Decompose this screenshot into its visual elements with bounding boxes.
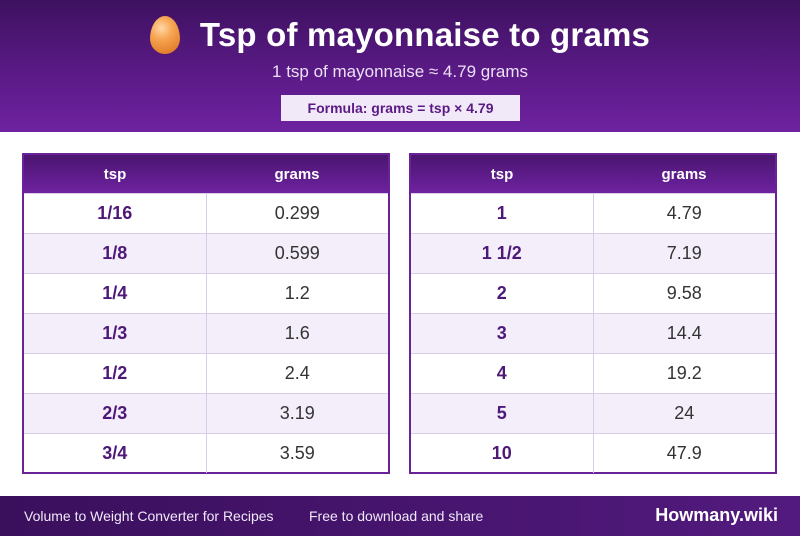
column-header-tsp: tsp bbox=[490, 165, 514, 183]
tsp-cell: 1/8 bbox=[24, 234, 207, 273]
tsp-cell: 2 bbox=[411, 274, 594, 313]
formula-badge: Formula: grams = tsp × 4.79 bbox=[281, 95, 520, 121]
grams-cell: 24 bbox=[674, 403, 695, 423]
table-row: 1 4.79 bbox=[411, 193, 775, 233]
footer-tagline: Volume to Weight Converter for Recipes bbox=[24, 508, 274, 524]
table-row: 4 19.2 bbox=[411, 353, 775, 393]
tsp-cell: 2/3 bbox=[24, 394, 207, 433]
column-header-grams: grams bbox=[661, 165, 707, 183]
grams-cell: 7.19 bbox=[666, 243, 702, 263]
table-row: 10 47.9 bbox=[411, 433, 775, 473]
footer-bar: Volume to Weight Converter for Recipes F… bbox=[0, 496, 800, 536]
title-row: Tsp of mayonnaise to grams bbox=[0, 14, 800, 56]
grams-cell: 47.9 bbox=[666, 443, 702, 463]
grams-cell: 3.19 bbox=[279, 403, 315, 423]
grams-cell: 2.4 bbox=[284, 363, 310, 383]
grams-cell: 14.4 bbox=[666, 323, 702, 343]
table-row: 1/4 1.2 bbox=[24, 273, 388, 313]
tsp-cell: 1/16 bbox=[24, 194, 207, 233]
tsp-cell: 5 bbox=[411, 394, 594, 433]
egg-icon bbox=[149, 16, 180, 54]
column-header-tsp: tsp bbox=[103, 165, 127, 183]
table-row: 3 14.4 bbox=[411, 313, 775, 353]
table-header: tsp grams bbox=[411, 155, 775, 193]
tsp-cell: 1/4 bbox=[24, 274, 207, 313]
tsp-cell: 3/4 bbox=[24, 434, 207, 473]
page-title: Tsp of mayonnaise to grams bbox=[199, 16, 651, 53]
table-header: tsp grams bbox=[24, 155, 388, 193]
header-banner: Tsp of mayonnaise to grams 1 tsp of mayo… bbox=[0, 0, 800, 132]
grams-cell: 0.299 bbox=[274, 203, 320, 223]
conversion-table-left: tsp grams 1/16 0.299 1/8 0.599 1/4 1.2 1… bbox=[22, 153, 390, 474]
conversion-table-right: tsp grams 1 4.79 1 1/2 7.19 2 9.58 3 14.… bbox=[409, 153, 777, 474]
table-row: 1/8 0.599 bbox=[24, 233, 388, 273]
brand-logo-text[interactable]: Howmany.wiki bbox=[655, 505, 778, 525]
grams-cell: 9.58 bbox=[666, 283, 702, 303]
tsp-cell: 4 bbox=[411, 354, 594, 393]
tsp-cell: 1/3 bbox=[24, 314, 207, 353]
column-header-grams: grams bbox=[274, 165, 320, 183]
grams-cell: 1.2 bbox=[284, 283, 310, 303]
table-row: 1 1/2 7.19 bbox=[411, 233, 775, 273]
grams-cell: 4.79 bbox=[666, 203, 702, 223]
tsp-cell: 1 bbox=[411, 194, 594, 233]
tsp-cell: 1 1/2 bbox=[411, 234, 594, 273]
tsp-cell: 1/2 bbox=[24, 354, 207, 393]
tsp-cell: 3 bbox=[411, 314, 594, 353]
table-row: 1/3 1.6 bbox=[24, 313, 388, 353]
table-row: 1/16 0.299 bbox=[24, 193, 388, 233]
grams-cell: 1.6 bbox=[284, 323, 310, 343]
table-row: 2 9.58 bbox=[411, 273, 775, 313]
table-row: 5 24 bbox=[411, 393, 775, 433]
table-row: 3/4 3.59 bbox=[24, 433, 388, 473]
footer-share-note: Free to download and share bbox=[309, 508, 484, 524]
page-subtitle: 1 tsp of mayonnaise ≈ 4.79 grams bbox=[272, 62, 528, 81]
grams-cell: 0.599 bbox=[274, 243, 320, 263]
table-row: 2/3 3.19 bbox=[24, 393, 388, 433]
grams-cell: 3.59 bbox=[279, 443, 315, 463]
tsp-cell: 10 bbox=[411, 434, 594, 473]
table-row: 1/2 2.4 bbox=[24, 353, 388, 393]
grams-cell: 19.2 bbox=[666, 363, 702, 383]
